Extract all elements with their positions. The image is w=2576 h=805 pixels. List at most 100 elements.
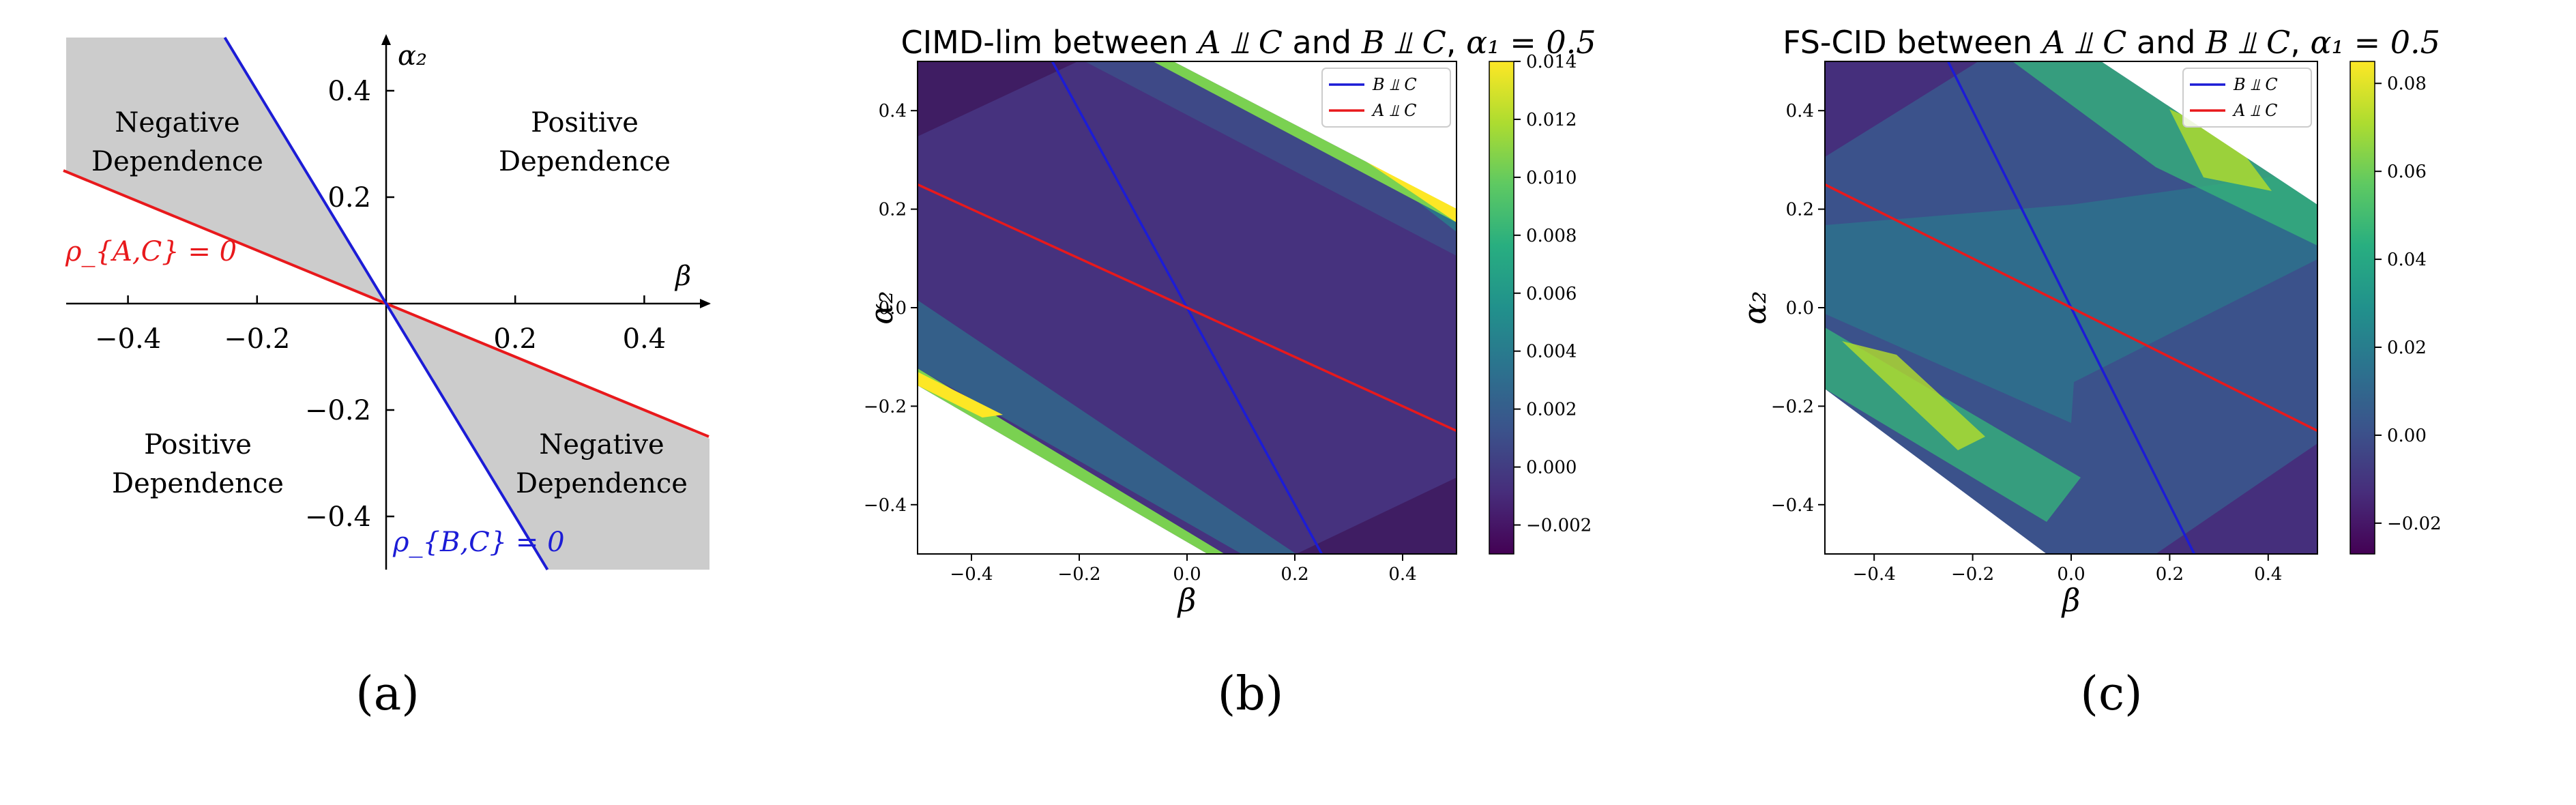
y-tick-label: 0.2 (1786, 200, 1814, 220)
x-tick-label: 0.0 (1173, 564, 1201, 585)
x-ticks-b: −0.4 −0.2 0.0 0.2 0.4 (950, 554, 1417, 585)
heatmap-b-band-lower (918, 300, 1296, 554)
caption-a: (a) (355, 667, 420, 721)
title-c-prefix: FS-CID between (1783, 24, 2043, 61)
y-tick-label: −0.2 (1771, 396, 1814, 417)
caption-c: (c) (2080, 667, 2142, 721)
legend-c-label-red: A ⫫ C (2232, 101, 2277, 120)
title-c-b: B ⫫ C (2205, 24, 2290, 61)
x-axis-label-b: β (1177, 582, 1197, 619)
x-axis-arrow (700, 299, 711, 308)
x-tick-label: 0.4 (2254, 564, 2282, 585)
caption-b: (b) (1218, 667, 1284, 721)
a-perp-c-line-c (1825, 183, 2317, 433)
y-tick-label: 0.2 (327, 182, 371, 214)
region-neg-br-line1: Negative (539, 429, 664, 460)
legend-b-box (1321, 68, 1451, 128)
heatmap-b-low-bottomright (1296, 478, 1457, 554)
region-neg-br-line2: Dependence (516, 468, 688, 499)
colorbar-tick-label: −0.02 (2387, 514, 2442, 534)
y-tick-label: 0.4 (879, 101, 907, 121)
y-tick-label: 0.2 (879, 200, 907, 220)
panel-c: FS-CID between A ⫫ C and B ⫫ C, α₁ = 0.5… (1736, 24, 2442, 721)
y-tick-label: −0.4 (1771, 495, 1814, 516)
y-axis-label-c: α₂ (1736, 291, 1773, 325)
x-tick-label: 0.2 (2156, 564, 2184, 585)
legend-c-box (2182, 68, 2312, 128)
heatmap-b-band-upper (1085, 61, 1457, 256)
heatmap-c-empty-lower (1825, 389, 2047, 554)
rho-bc-zero-line (223, 36, 549, 571)
heatmap-c-band-inner (1825, 171, 2317, 423)
colorbar-c-ticks: 0.08 0.06 0.04 0.02 0.00 −0.02 (2375, 74, 2442, 534)
title-c-sep: , (2290, 24, 2310, 61)
heatmap-b-low-topleft (918, 61, 1078, 136)
heatmap-c-low-bottomright (2156, 443, 2317, 554)
colorbar-tick-label: 0.008 (1526, 226, 1577, 246)
shade-negative-bottom-right (386, 304, 709, 570)
title-b-sep: , (1446, 24, 1466, 61)
y-axis-label-b: α₂ (863, 291, 900, 325)
x-tick-label: −0.4 (950, 564, 993, 585)
legend-c-label-blue: B ⫫ C (2233, 75, 2278, 94)
panel-a: −0.4 −0.2 0.2 0.4 0.4 0.2 −0.2 −0.4 β α₂ ρ_{A,… (63, 34, 711, 721)
y-ticks-b: 0.4 0.2 0.0 −0.2 −0.4 (864, 101, 918, 516)
colorbar-tick-label: 0.00 (2387, 426, 2427, 446)
x-tick-label: −0.2 (224, 323, 290, 355)
x-axis-label: β (674, 261, 691, 292)
colorbar-tick-label: 0.014 (1526, 52, 1577, 72)
heatmap-c-low-topleft (1825, 61, 1978, 157)
shaded-regions (66, 38, 709, 570)
colorbar-tick-label: 0.000 (1526, 458, 1577, 478)
colorbar-tick-label: 0.02 (2387, 338, 2427, 358)
colorbar-tick-label: 0.002 (1526, 400, 1577, 420)
panel-b: CIMD-lim between A ⫫ C and B ⫫ C, α₁ = 0… (863, 24, 1596, 721)
heatmap-c-band-upper (2012, 61, 2317, 246)
colorbar-tick-label: 0.004 (1526, 342, 1577, 362)
colorbar-tick-label: 0.08 (2387, 74, 2427, 94)
colorbar-tick-label: 0.006 (1526, 284, 1577, 304)
colorbar-tick-label: 0.010 (1526, 168, 1577, 188)
title-c-mid: and (2126, 24, 2206, 61)
shade-negative-top-left (66, 38, 386, 304)
rho-ac-label: ρ_{A,C} = 0 (65, 236, 237, 267)
title-c-alpha: α₁ = 0.5 (2310, 24, 2440, 61)
title-b-alpha: α₁ = 0.5 (1466, 24, 1596, 61)
y-tick-label: −0.2 (305, 395, 371, 426)
x-tick-label: 0.4 (1388, 564, 1416, 585)
x-tick-label: 0.2 (1280, 564, 1308, 585)
rho-bc-label: ρ_{B,C} = 0 (392, 527, 565, 558)
colorbar-tick-label: 0.06 (2387, 162, 2427, 182)
region-neg-tl-line2: Dependence (91, 146, 263, 177)
title-c: FS-CID between A ⫫ C and B ⫫ C, α₁ = 0.5 (1783, 24, 2440, 61)
x-tick-label: −0.2 (1951, 564, 1994, 585)
title-b-mid: and (1283, 24, 1362, 61)
region-neg-tl-line1: Negative (115, 107, 239, 138)
heatmap-c-band-lower-hot (1842, 341, 1985, 450)
colorbar-b-ticks: 0.014 0.012 0.010 0.008 0.006 0.004 0.002 0.000… (1514, 52, 1592, 536)
colorbar-c (2350, 61, 2375, 555)
x-ticks-c: −0.4 −0.2 0.0 0.2 0.4 (1853, 554, 2282, 585)
y-ticks-c: 0.4 0.2 0.0 −0.2 −0.4 (1771, 101, 1825, 516)
legend-c: B ⫫ C A ⫫ C (2182, 68, 2312, 128)
a-perp-c-line (918, 183, 1457, 433)
legend-b: B ⫫ C A ⫫ C (1321, 68, 1451, 128)
legend-b-label-blue: B ⫫ C (1372, 75, 1417, 94)
y-axis-arrow (381, 34, 391, 45)
heatmap-b-edge-upper (1153, 61, 1457, 222)
heatmap-b-empty-lower (918, 385, 1208, 554)
colorbar-tick-label: −0.002 (1526, 516, 1592, 536)
heatmap-c-band-upper-hot (2169, 109, 2272, 191)
x-tick-label: −0.4 (1853, 564, 1896, 585)
x-axis-label-c: β (2061, 582, 2081, 619)
y-tick-label: 0.4 (1786, 101, 1814, 121)
y-tick-label: −0.4 (305, 501, 371, 533)
colorbar-tick-label: 0.012 (1526, 110, 1577, 130)
y-tick-label: −0.4 (864, 495, 907, 516)
y-tick-label: 0.0 (1786, 298, 1814, 319)
x-tick-label: −0.2 (1057, 564, 1100, 585)
colorbar-b (1489, 61, 1514, 555)
x-tick-label: −0.4 (95, 323, 161, 355)
region-pos-bl-line1: Positive (144, 429, 252, 460)
